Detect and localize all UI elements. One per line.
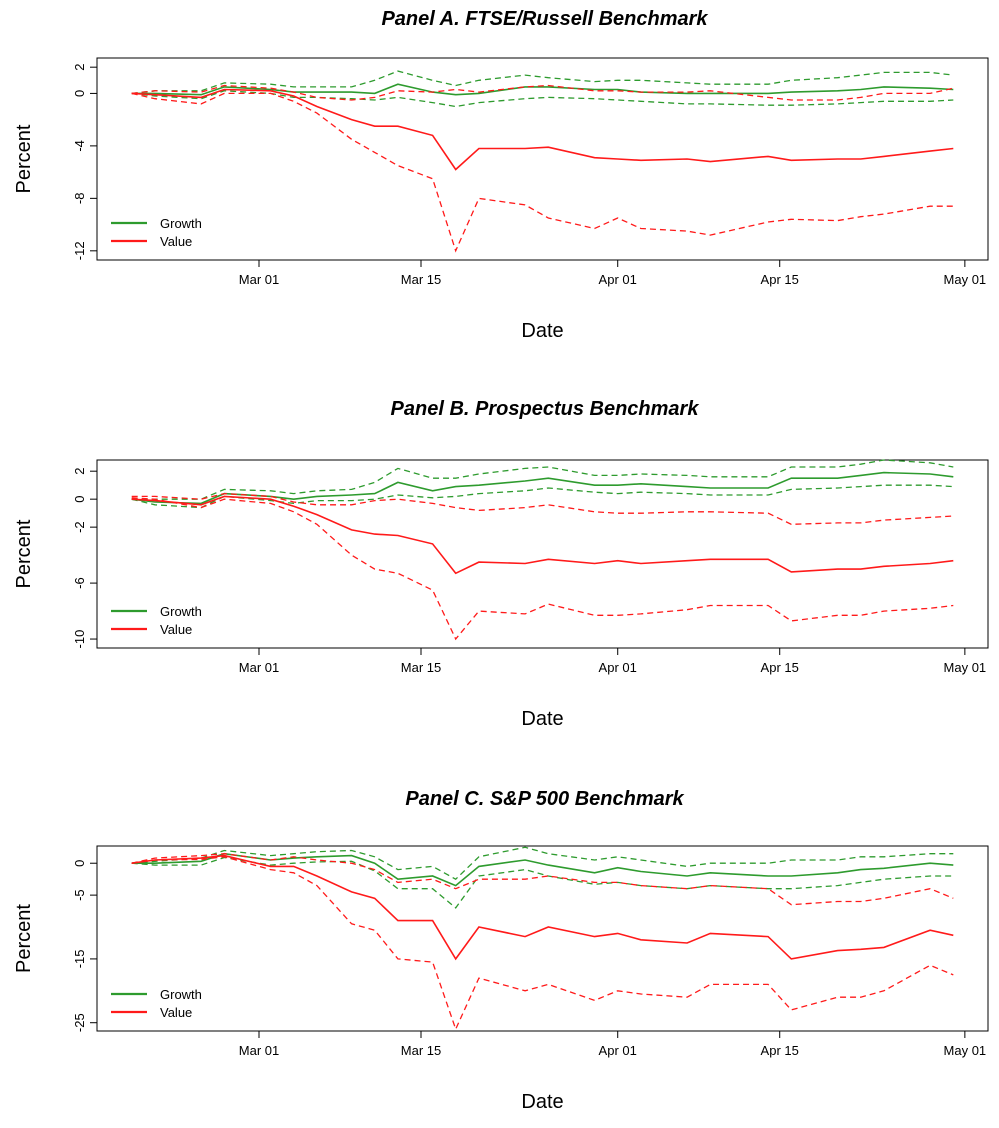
x-tick-label: Apr 01	[599, 660, 637, 675]
band-line	[131, 90, 954, 108]
y-axis-label: Percent	[13, 124, 35, 193]
legend-label: Growth	[160, 604, 202, 619]
panel-title: Panel A. FTSE/Russell Benchmark	[381, 8, 708, 30]
plot-box	[96, 57, 989, 261]
y-tick-label: 0	[72, 496, 87, 503]
band-line	[131, 497, 954, 641]
legend-label: Value	[160, 234, 192, 249]
band-line	[131, 92, 954, 253]
y-tick-label: -25	[72, 1013, 87, 1032]
series-line	[131, 854, 954, 961]
legend-label: Value	[160, 622, 192, 637]
y-tick-label: -12	[72, 241, 87, 260]
x-tick-label: Mar 01	[239, 272, 279, 287]
x-axis-label: Date	[521, 320, 563, 342]
band-line	[131, 70, 954, 95]
x-axis-label: Date	[521, 708, 563, 730]
y-tick-label: -4	[72, 140, 87, 152]
x-tick-label: May 01	[944, 660, 987, 675]
x-tick-label: Mar 01	[239, 1043, 279, 1058]
plot-box	[96, 459, 989, 649]
y-tick-label: -10	[72, 630, 87, 649]
x-tick-label: Apr 01	[599, 1043, 637, 1058]
y-tick-label: -8	[72, 193, 87, 205]
y-tick-label: 0	[72, 860, 87, 867]
x-tick-label: May 01	[944, 272, 987, 287]
legend-label: Growth	[160, 216, 202, 231]
legend-label: Value	[160, 1005, 192, 1020]
series-line	[131, 83, 954, 96]
series-line	[131, 852, 954, 887]
x-tick-label: Apr 15	[761, 272, 799, 287]
band-line	[131, 853, 954, 906]
panel-title: Panel C. S&P 500 Benchmark	[405, 788, 684, 810]
x-tick-label: May 01	[944, 1043, 987, 1058]
x-tick-label: Mar 15	[401, 272, 441, 287]
series-line	[131, 88, 954, 171]
y-axis-label: Percent	[13, 519, 35, 588]
x-axis-label: Date	[521, 1091, 563, 1113]
band-line	[131, 84, 954, 101]
y-tick-label: 2	[72, 468, 87, 475]
x-tick-label: Apr 15	[761, 660, 799, 675]
series-line	[131, 495, 954, 575]
panel-title: Panel B. Prospectus Benchmark	[391, 398, 700, 420]
x-tick-label: Mar 15	[401, 660, 441, 675]
y-tick-label: -2	[72, 521, 87, 533]
series-line	[131, 471, 954, 505]
band-line	[131, 846, 954, 881]
y-tick-label: -6	[72, 577, 87, 589]
y-tick-label: 2	[72, 64, 87, 71]
band-line	[131, 459, 954, 500]
band-line	[131, 484, 954, 509]
y-axis-label: Percent	[13, 904, 35, 973]
x-tick-label: Mar 15	[401, 1043, 441, 1058]
y-tick-label: -5	[72, 889, 87, 901]
x-tick-label: Apr 01	[599, 272, 637, 287]
x-tick-label: Apr 15	[761, 1043, 799, 1058]
y-tick-label: 0	[72, 90, 87, 97]
x-tick-label: Mar 01	[239, 660, 279, 675]
plot-box	[96, 845, 989, 1032]
legend-label: Growth	[160, 987, 202, 1002]
y-tick-label: -15	[72, 950, 87, 969]
band-line	[131, 856, 954, 1031]
